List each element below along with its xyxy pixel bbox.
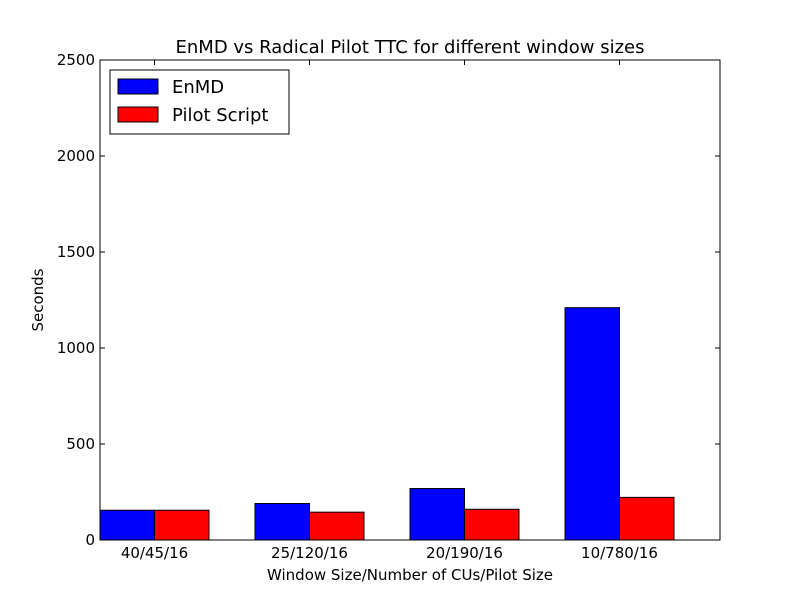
bar-enmd-3 xyxy=(564,307,620,541)
x-axis: 40/45/16 25/120/16 20/190/16 10/780/16 xyxy=(121,60,658,562)
legend-label: Pilot Script xyxy=(172,105,268,126)
y-axis: 0 500 1000 1500 2000 2500 xyxy=(57,51,720,549)
y-tick-label: 0 xyxy=(85,531,95,549)
bar-pilot-script-0 xyxy=(154,509,210,541)
x-tick-label: 25/120/16 xyxy=(271,544,348,562)
x-axis-label: Window Size/Number of CUs/Pilot Size xyxy=(267,566,553,584)
plot-area-frame xyxy=(99,59,721,541)
x-tick-label: 20/190/16 xyxy=(426,544,503,562)
y-tick-label: 2500 xyxy=(57,51,95,69)
legend: EnMD Pilot Script xyxy=(109,69,290,135)
y-tick-label: 1500 xyxy=(57,243,95,261)
x-tick-label: 40/45/16 xyxy=(121,544,188,562)
bar-pilot-script-2 xyxy=(464,508,520,541)
chart-title: EnMD vs Radical Pilot TTC for different … xyxy=(176,37,645,58)
legend-swatch-pilot-script xyxy=(117,106,159,123)
bars-group xyxy=(99,307,675,541)
bar-pilot-script-1 xyxy=(309,511,365,541)
y-tick-label: 500 xyxy=(66,435,95,453)
bar-enmd-2 xyxy=(409,488,465,541)
legend-swatch-enmd xyxy=(117,78,159,95)
bar-pilot-script-3 xyxy=(619,496,675,541)
x-tick-label: 10/780/16 xyxy=(581,544,658,562)
y-tick-label: 2000 xyxy=(57,147,95,165)
bar-enmd-0 xyxy=(99,509,155,541)
bar-enmd-1 xyxy=(254,503,310,541)
y-axis-label: Seconds xyxy=(29,268,47,331)
y-tick-label: 1000 xyxy=(57,339,95,357)
legend-label: EnMD xyxy=(172,77,224,98)
